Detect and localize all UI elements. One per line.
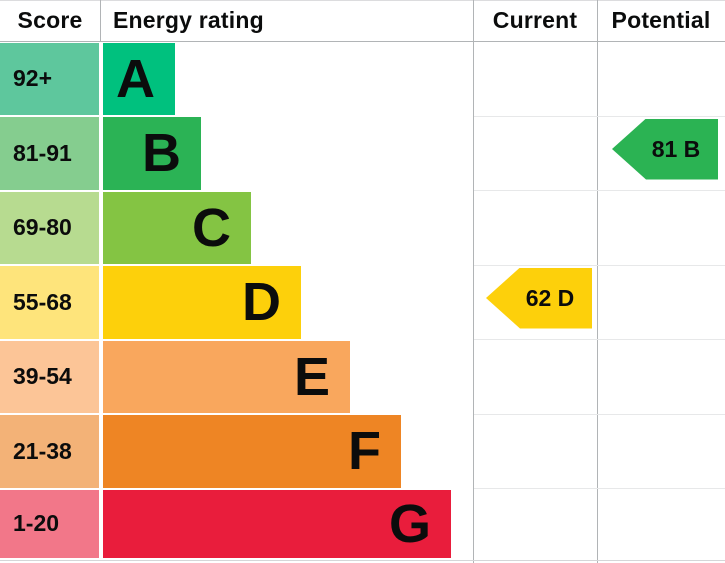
current-rating-label: 62 D: [525, 284, 575, 311]
row-guide-line: [474, 264, 725, 266]
rating-row-g: 1-20 G: [0, 489, 725, 558]
rating-bar-d: D: [103, 266, 301, 339]
row-guide-line: [474, 488, 725, 489]
rating-letter: C: [192, 197, 231, 258]
score-range-label: 55-68: [0, 266, 99, 339]
header-bottom-border: [0, 41, 725, 42]
rating-bar-g: G: [103, 489, 451, 558]
rating-row-c: 69-80 C: [0, 191, 725, 264]
row-guide-line: [474, 339, 725, 340]
rating-bar-c: C: [103, 191, 251, 264]
score-range-label: 69-80: [0, 191, 99, 264]
rating-row-a: 92+ A: [0, 42, 725, 115]
score-range-label: 21-38: [0, 415, 99, 488]
rating-row-d: 55-68 D: [0, 266, 725, 339]
score-range-label: 1-20: [0, 489, 99, 558]
rating-row-b: 81-91 B: [0, 117, 725, 190]
rating-bar-f: F: [103, 415, 401, 488]
score-range-label: 39-54: [0, 340, 99, 413]
bottom-border: [0, 559, 725, 561]
score-range-label: 81-91: [0, 117, 99, 190]
rating-letter: A: [116, 48, 155, 109]
score-column-divider: [100, 0, 101, 42]
current-column-divider: [473, 0, 474, 563]
score-range-label: 92+: [0, 42, 99, 115]
potential-column-divider: [597, 0, 598, 563]
rating-letter: G: [388, 493, 431, 554]
row-guide-line: [474, 413, 725, 415]
rating-bar-b: B: [103, 117, 201, 190]
top-border: [0, 0, 725, 1]
rating-letter: F: [348, 421, 381, 482]
rating-row-e: 39-54 E: [0, 340, 725, 413]
rating-letter: D: [242, 272, 281, 333]
header-potential: Potential: [611, 7, 711, 33]
rating-letter: B: [142, 123, 181, 184]
rating-row-f: 21-38 F: [0, 415, 725, 488]
rating-bar-e: E: [103, 340, 350, 413]
header-energy-rating: Energy rating: [113, 7, 264, 33]
row-guide-line: [474, 190, 725, 191]
potential-rating-label: 81 B: [651, 135, 701, 162]
rating-letter: E: [293, 346, 330, 407]
header-current: Current: [492, 7, 578, 33]
header-score: Score: [17, 7, 83, 33]
row-guide-line: [474, 115, 725, 117]
rating-bar-a: A: [103, 42, 175, 115]
